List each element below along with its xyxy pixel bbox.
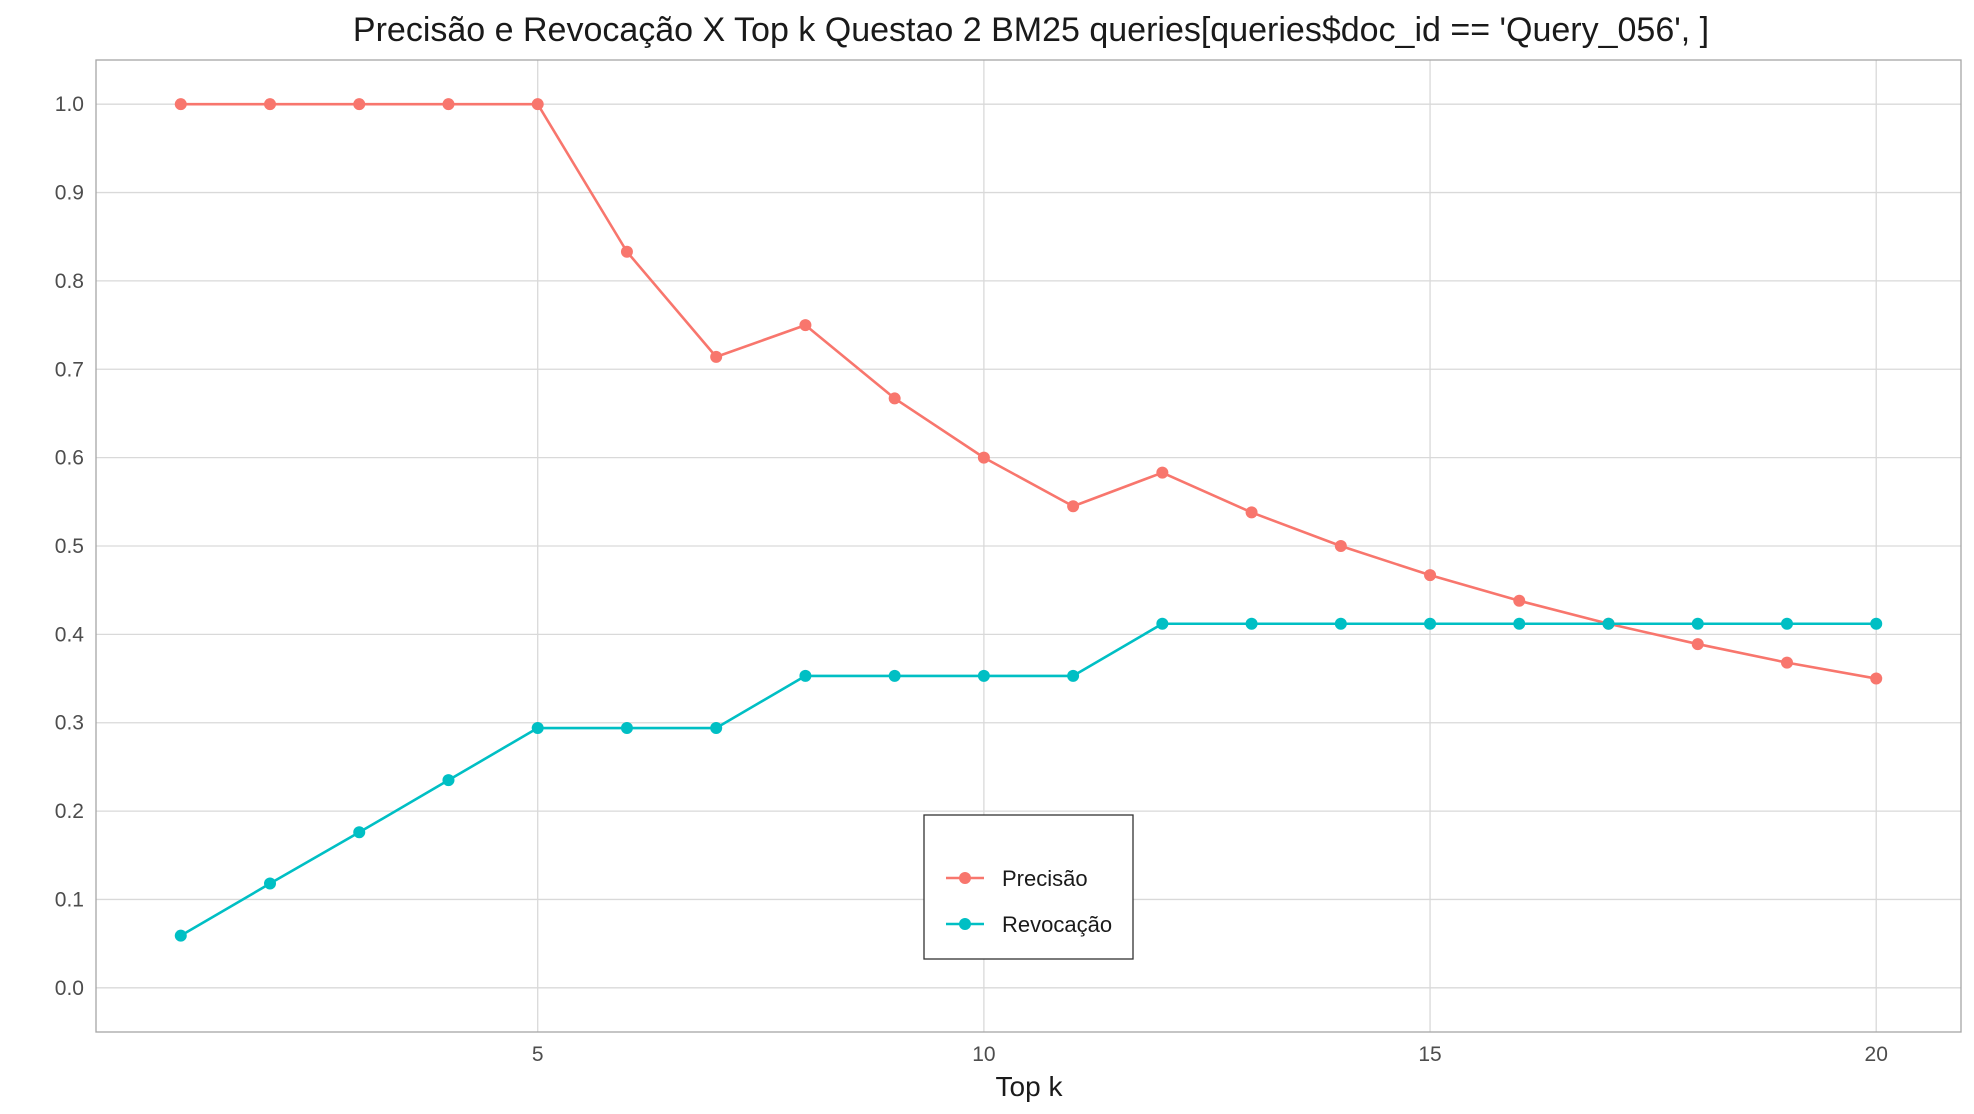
- y-tick-label: 0.1: [55, 888, 84, 911]
- data-point-precisao: [531, 98, 544, 111]
- data-point-precisao: [264, 98, 277, 111]
- data-point-precisao: [1780, 656, 1793, 669]
- x-tick-label: 20: [1865, 1043, 1888, 1066]
- data-point-revocacao: [710, 722, 723, 735]
- y-tick-label: 0.6: [55, 447, 84, 470]
- data-point-precisao: [1245, 506, 1258, 519]
- legend-key-point: [959, 918, 971, 930]
- series-revocacao: [174, 617, 1883, 942]
- data-point-revocacao: [799, 669, 812, 682]
- data-point-precisao: [1691, 638, 1704, 651]
- data-point-precisao: [174, 98, 187, 111]
- y-tick-label: 0.9: [55, 182, 84, 205]
- y-tick-label: 0.2: [55, 800, 84, 823]
- data-point-revocacao: [1602, 617, 1615, 630]
- data-point-revocacao: [264, 877, 277, 890]
- data-point-revocacao: [1067, 669, 1080, 682]
- data-point-precisao: [353, 98, 366, 111]
- data-point-precisao: [710, 350, 723, 363]
- legend-box: [923, 814, 1134, 960]
- y-tick-label: 0.5: [55, 535, 84, 558]
- y-tick-label: 0.4: [55, 623, 85, 646]
- data-point-precisao: [442, 98, 455, 111]
- data-point-revocacao: [1245, 617, 1258, 630]
- data-point-revocacao: [1780, 617, 1793, 630]
- data-point-precisao: [1870, 672, 1883, 685]
- series-precisao: [174, 98, 1883, 685]
- series-layer: [174, 98, 1883, 942]
- legend-item-revocacao: Revocação: [946, 912, 1112, 937]
- data-point-revocacao: [1870, 617, 1883, 630]
- y-tick-label: 0.8: [55, 270, 84, 293]
- data-point-precisao: [888, 392, 901, 405]
- data-point-revocacao: [1691, 617, 1704, 630]
- data-point-precisao: [620, 245, 633, 258]
- y-tick-label: 0.7: [55, 358, 84, 381]
- data-point-revocacao: [1513, 617, 1526, 630]
- x-tick-label: 15: [1418, 1043, 1441, 1066]
- series-line-revocacao: [180, 622, 1877, 937]
- data-point-revocacao: [888, 669, 901, 682]
- data-point-revocacao: [353, 826, 366, 839]
- x-tick-label: 10: [972, 1043, 995, 1066]
- series-line-precisao: [180, 102, 1877, 680]
- data-point-revocacao: [531, 722, 544, 735]
- legend-key-point: [959, 872, 971, 884]
- axis-ticks: 0.0 0.1 0.2 0.3 0.4 0.5 0.6 0.7 0.8 0.9 1.0 5 10 15 20: [55, 93, 1888, 1066]
- data-point-precisao: [1156, 466, 1169, 479]
- data-point-revocacao: [174, 929, 187, 942]
- data-point-revocacao: [977, 669, 990, 682]
- data-point-revocacao: [1424, 617, 1437, 630]
- data-point-precisao: [1334, 540, 1347, 552]
- data-point-precisao: [1513, 594, 1526, 607]
- legend: Precisão Revocação: [923, 814, 1134, 960]
- data-point-revocacao: [1156, 617, 1169, 630]
- legend-label: Revocação: [1002, 912, 1112, 937]
- y-tick-label: 0.3: [55, 712, 84, 735]
- y-tick-label: 1.0: [55, 93, 84, 116]
- legend-label: Precisão: [1002, 866, 1088, 891]
- chart-title: Precisão e Revocação X Top k Questao 2 B…: [353, 11, 1709, 49]
- x-axis-title: Top k: [996, 1071, 1064, 1102]
- data-point-precisao: [1067, 500, 1080, 513]
- legend-item-precisao: Precisão: [946, 866, 1088, 891]
- data-point-revocacao: [1334, 617, 1347, 630]
- y-tick-label: 0.0: [55, 977, 84, 1000]
- data-point-revocacao: [620, 722, 633, 735]
- data-point-precisao: [799, 319, 812, 332]
- data-point-precisao: [977, 451, 990, 464]
- x-tick-label: 5: [532, 1043, 544, 1066]
- plot-panel-border: [95, 59, 1962, 1033]
- data-point-revocacao: [442, 774, 455, 787]
- data-point-precisao: [1424, 569, 1437, 582]
